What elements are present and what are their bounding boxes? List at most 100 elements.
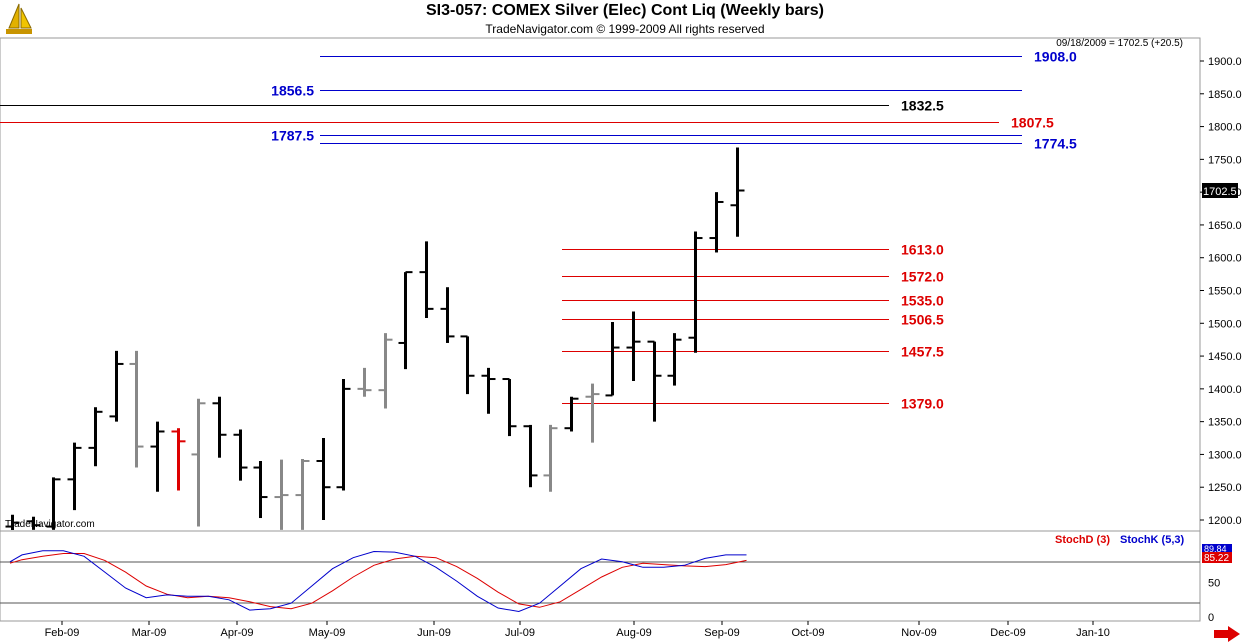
ohlc-bar (585, 383, 600, 443)
x-month-label: Jun-09 (417, 627, 451, 639)
stoch-k-tag-bg (1202, 544, 1232, 553)
ohlc-bar (440, 287, 455, 343)
current-price-tag: 1702.5 (1203, 186, 1237, 198)
y-tick-label: 1550.0 (1208, 286, 1242, 298)
level-label: 1807.5 (1011, 115, 1054, 131)
stoch-tick-label: 50 (1208, 578, 1220, 590)
stochastic-panel (0, 530, 1201, 622)
ohlc-bar (253, 460, 268, 519)
ohlc-bar (502, 378, 517, 437)
x-month-label: May-09 (309, 627, 346, 639)
stoch-k-tag: 89.84 (1204, 544, 1227, 554)
time-x-axis: Feb-09 Mar-09 Apr-09 May-09 Jun-09 Jul-09 Aug-… (45, 621, 1110, 639)
y-tick-label: 1500.0 (1208, 318, 1242, 330)
watermark-text: TradeNavigator.com (5, 519, 95, 530)
x-month-label: Mar-09 (132, 627, 167, 639)
y-tick-label: 1450.0 (1208, 351, 1242, 363)
ohlc-bar (523, 424, 538, 488)
ohlc-bar (129, 350, 144, 468)
level-label: 1774.5 (1034, 136, 1077, 152)
x-month-label: Nov-09 (901, 627, 936, 639)
ohlc-bar (688, 231, 703, 353)
x-month-label: Jan-10 (1076, 627, 1110, 639)
level-label: 1379.0 (901, 396, 944, 412)
x-month-label: Jul-09 (505, 627, 535, 639)
level-label: 1506.5 (901, 312, 944, 328)
current-price-tag-bg (1202, 183, 1238, 198)
x-month-label: Dec-09 (990, 627, 1025, 639)
scroll-right-arrow-icon[interactable] (1214, 626, 1240, 642)
ohlc-bar (667, 333, 682, 386)
x-month-label: Aug-09 (616, 627, 651, 639)
ohlc-bar (212, 396, 227, 458)
ohlc-bar (378, 333, 393, 409)
stoch-tick-label: 0 (1208, 612, 1214, 624)
level-label: 1572.0 (901, 269, 944, 285)
ohlc-bar (357, 367, 372, 397)
legend-stochd: StochD (3) (1055, 534, 1110, 546)
chart-header: SI3-057: COMEX Silver (Elec) Cont Liq (W… (0, 0, 1250, 38)
ohlc-bar (564, 396, 579, 432)
ohlc-bar (88, 407, 103, 467)
level-label: 1457.5 (901, 344, 944, 360)
y-tick-label: 1300.0 (1208, 449, 1242, 461)
ohlc-bar (46, 477, 61, 530)
price-y-axis: 1200.0 1250.0 1300.0 1350.0 1400.0 1450.0 1500… (1200, 56, 1242, 527)
level-label: 1908.0 (1034, 49, 1077, 65)
ohlc-bar (109, 350, 124, 422)
ohlc-bar (316, 438, 331, 520)
level-label: 1787.5 (271, 128, 314, 144)
chart-title: SI3-057: COMEX Silver (Elec) Cont Liq (W… (425, 2, 825, 19)
y-tick-label: 1600.0 (1208, 253, 1242, 265)
ohlc-bar (295, 459, 310, 530)
x-month-label: Sep-09 (704, 627, 739, 639)
y-tick-label: 1750.0 (1208, 154, 1242, 166)
stoch-y-axis: 0 50 (1208, 578, 1220, 625)
legend-stochk: StochK (5,3) (1120, 534, 1185, 546)
ohlc-bar (605, 321, 620, 397)
y-tick-label: 1350.0 (1208, 417, 1242, 429)
support-resistance-levels: 1908.0 1856.5 1832.5 1807.5 1787.5 1774.5 1613… (0, 49, 1077, 412)
ohlc-bar (150, 421, 165, 492)
y-tick-label: 1850.0 (1208, 89, 1242, 101)
ohlc-bars (5, 147, 745, 530)
y-tick-label: 1250.0 (1208, 482, 1242, 494)
y-tick-label: 1200.0 (1208, 515, 1242, 527)
ohlc-bar (67, 442, 82, 511)
y-tick-label: 1400.0 (1208, 384, 1242, 396)
ohlc-bar (398, 271, 413, 370)
ohlc-bar (460, 335, 475, 395)
y-tick-label: 1800.0 (1208, 122, 1242, 134)
copyright-text: TradeNavigator.com © 1999-2009 All right… (485, 22, 765, 36)
sailboat-logo-icon (6, 3, 32, 34)
x-month-label: Feb-09 (45, 627, 80, 639)
level-label: 1613.0 (901, 242, 944, 258)
ohlc-bar (5, 514, 20, 530)
ohlc-bar (543, 424, 558, 492)
ohlc-bar (336, 379, 351, 491)
ohlc-bar (481, 367, 496, 414)
level-label: 1535.0 (901, 293, 944, 309)
x-month-label: Apr-09 (220, 627, 253, 639)
ohlc-bar (274, 459, 289, 530)
ohlc-bar (191, 398, 206, 527)
y-tick-label: 1650.0 (1208, 220, 1242, 232)
ohlc-bar (26, 516, 41, 530)
stoch-line (9, 553, 747, 610)
ohlc-bar (419, 241, 434, 319)
stoch-line (9, 550, 747, 613)
ohlc-bar (709, 192, 724, 253)
stochastic-series (9, 550, 747, 613)
stoch-d-tag: 85.22 (1204, 553, 1229, 564)
stoch-d-tag-bg (1202, 552, 1232, 563)
ohlc-bar (233, 429, 248, 481)
ohlc-bar (626, 311, 641, 381)
ohlc-bar (730, 147, 745, 237)
last-info-text: 09/18/2009 = 1702.5 (+20.5) (1056, 38, 1183, 49)
level-label: 1856.5 (271, 83, 314, 99)
y-tick-label: 1900.0 (1208, 56, 1242, 68)
ohlc-bar (647, 340, 662, 422)
ohlc-bar (171, 428, 186, 491)
x-month-label: Oct-09 (791, 627, 824, 639)
